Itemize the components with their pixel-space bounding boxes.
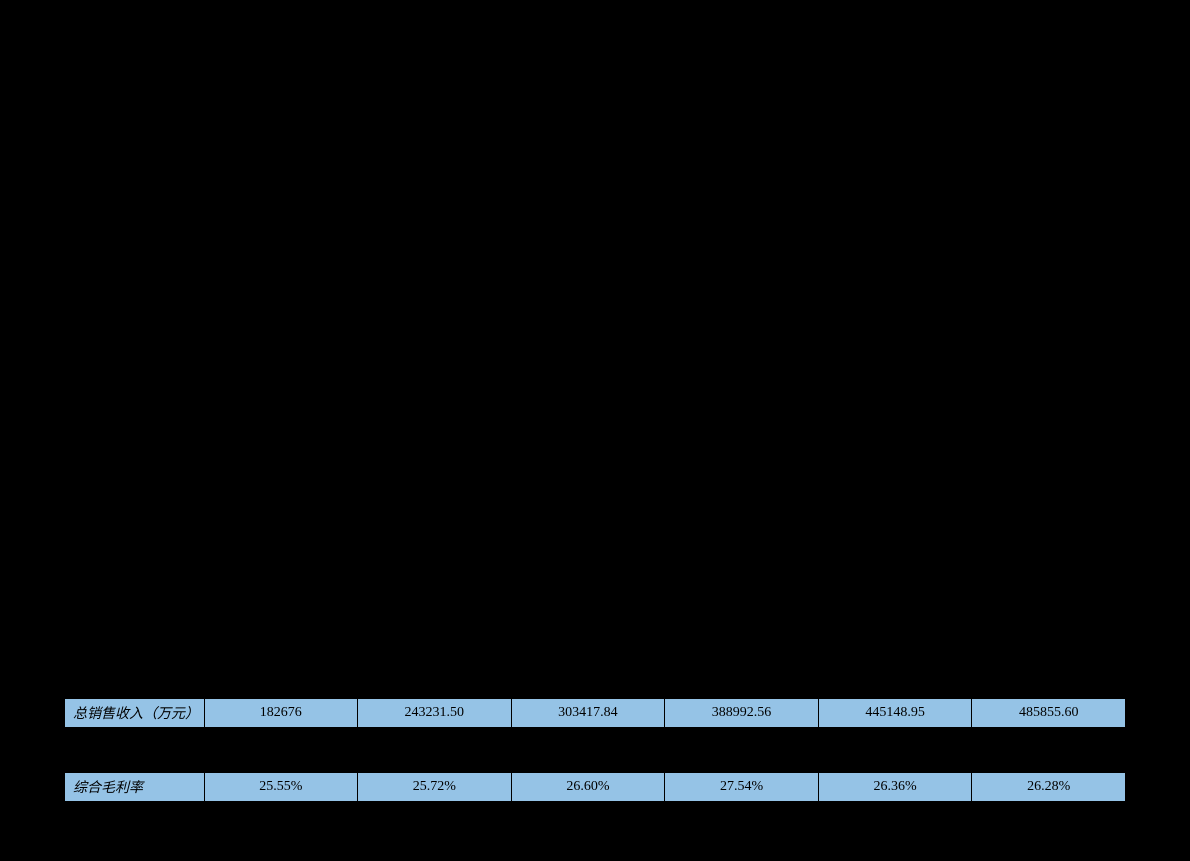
margin-value-5: 26.28% [972, 773, 1126, 802]
revenue-table: 总销售收入（万元） 182676 243231.50 303417.84 388… [64, 698, 1126, 728]
table-row: 总销售收入（万元） 182676 243231.50 303417.84 388… [65, 699, 1126, 728]
margin-label: 综合毛利率 [65, 773, 205, 802]
revenue-label: 总销售收入（万元） [65, 699, 205, 728]
margin-table: 综合毛利率 25.55% 25.72% 26.60% 27.54% 26.36%… [64, 772, 1126, 802]
table-row: 综合毛利率 25.55% 25.72% 26.60% 27.54% 26.36%… [65, 773, 1126, 802]
margin-value-0: 25.55% [204, 773, 358, 802]
margin-value-4: 26.36% [818, 773, 972, 802]
revenue-value-3: 388992.56 [665, 699, 819, 728]
revenue-value-0: 182676 [204, 699, 358, 728]
revenue-value-4: 445148.95 [818, 699, 972, 728]
margin-value-1: 25.72% [358, 773, 512, 802]
revenue-value-5: 485855.60 [972, 699, 1126, 728]
revenue-value-1: 243231.50 [358, 699, 512, 728]
margin-value-3: 27.54% [665, 773, 819, 802]
margin-row-container: 综合毛利率 25.55% 25.72% 26.60% 27.54% 26.36%… [64, 772, 1126, 802]
revenue-value-2: 303417.84 [511, 699, 665, 728]
margin-value-2: 26.60% [511, 773, 665, 802]
revenue-row-container: 总销售收入（万元） 182676 243231.50 303417.84 388… [64, 698, 1126, 728]
